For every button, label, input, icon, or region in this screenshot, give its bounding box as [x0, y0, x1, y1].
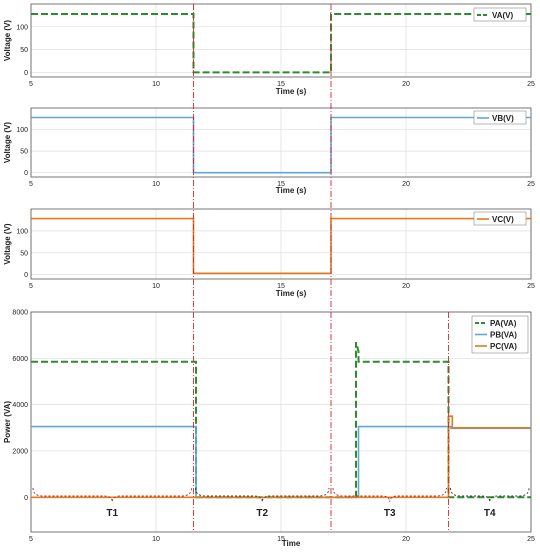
segment-label-t3: T3 — [384, 508, 396, 519]
legend-box — [473, 211, 527, 226]
x-tick-label: 20 — [402, 81, 410, 88]
x-tick-label: 20 — [402, 283, 410, 290]
x-tick-label: 25 — [527, 283, 535, 290]
event-markers — [193, 4, 449, 532]
y-tick-label: 50 — [20, 47, 28, 54]
legend-box — [473, 7, 527, 22]
y-tick-label: 100 — [16, 127, 28, 134]
legend: VB(V) — [473, 110, 527, 125]
x-tick-label: 5 — [29, 283, 33, 290]
plot-frame — [30, 208, 532, 280]
plot-frame — [30, 3, 532, 78]
plot-frame — [30, 311, 532, 533]
legend: VC(V) — [473, 211, 527, 226]
legend-label: PC(VA) — [490, 342, 517, 351]
y-tick-label: 6000 — [12, 356, 28, 363]
y-tick-label: 8000 — [12, 310, 28, 317]
y-tick-label: 0 — [24, 495, 28, 502]
legend-label: VB(V) — [492, 114, 514, 123]
x-tick-label: 10 — [152, 81, 160, 88]
x-tick-label: 25 — [527, 181, 535, 188]
segment-label-t1: T1 — [106, 508, 118, 519]
y-tick-label: 100 — [16, 228, 28, 235]
x-axis-label: Time — [282, 539, 301, 548]
series-line-pc-va — [31, 415, 531, 499]
segment-label-t2: T2 — [256, 508, 268, 519]
y-tick-label: 50 — [20, 250, 28, 257]
legend: PA(VA) PB(VA) PC(VA) — [471, 315, 529, 354]
segment-brace — [332, 487, 447, 503]
panel-2: 5 10 15 20 25 0 50 100 Time (s) Voltage (V) VB(V) — [3, 107, 535, 195]
x-tick-label: 10 — [152, 536, 160, 543]
y-axis-label: Voltage (V) — [3, 223, 12, 265]
panel-1: 5 10 15 20 25 0 50 100 Time (s) Voltage (V) VA(V) — [3, 3, 535, 96]
x-tick-label: 20 — [402, 181, 410, 188]
y-axis-label: Power (VA) — [3, 401, 12, 443]
x-tick-label: 15 — [277, 81, 285, 88]
plot-frame — [30, 107, 532, 178]
y-tick-label: 100 — [16, 24, 28, 31]
y-tick-label: 50 — [20, 149, 28, 156]
series-line-vc-v — [31, 217, 531, 275]
legend-label: VC(V) — [492, 215, 514, 224]
x-axis-label: Time (s) — [276, 289, 307, 298]
x-tick-label: 25 — [527, 536, 535, 543]
y-tick-label: 2000 — [12, 448, 28, 455]
legend-label: PA(VA) — [490, 319, 517, 328]
series-line-vb-v — [31, 116, 531, 174]
y-tick-label: 4000 — [12, 402, 28, 409]
series-line-pb-va — [31, 425, 531, 499]
x-tick-label: 15 — [277, 536, 285, 543]
panel-4: 5 10 15 20 25 0 2000 4000 6000 8000 Time Power (VA)… — [3, 310, 535, 549]
legend-label: PB(VA) — [490, 331, 517, 340]
x-tick-label: 5 — [29, 81, 33, 88]
x-tick-label: 10 — [152, 181, 160, 188]
legend-box — [473, 110, 527, 125]
series-line-va-v — [31, 13, 531, 74]
x-tick-label: 10 — [152, 283, 160, 290]
y-axis-label: Voltage (V) — [3, 20, 12, 62]
x-axis-label: Time (s) — [276, 87, 307, 96]
x-tick-label: 5 — [29, 181, 33, 188]
y-axis-label: Voltage (V) — [3, 122, 12, 164]
x-tick-label: 15 — [277, 181, 285, 188]
y-tick-label: 0 — [24, 272, 28, 279]
x-tick-label: 25 — [527, 81, 535, 88]
x-tick-label: 20 — [402, 536, 410, 543]
x-tick-label: 5 — [29, 536, 33, 543]
panel-3: 5 10 15 20 25 0 50 100 Time (s) Voltage (V) VC(V) — [3, 208, 535, 298]
segment-label-t4: T4 — [484, 508, 496, 519]
x-tick-label: 15 — [277, 283, 285, 290]
y-tick-label: 0 — [24, 170, 28, 177]
legend: VA(V) — [473, 7, 527, 22]
x-axis-label: Time (s) — [276, 186, 307, 195]
legend-label: VA(V) — [492, 11, 514, 20]
y-tick-label: 0 — [24, 70, 28, 77]
